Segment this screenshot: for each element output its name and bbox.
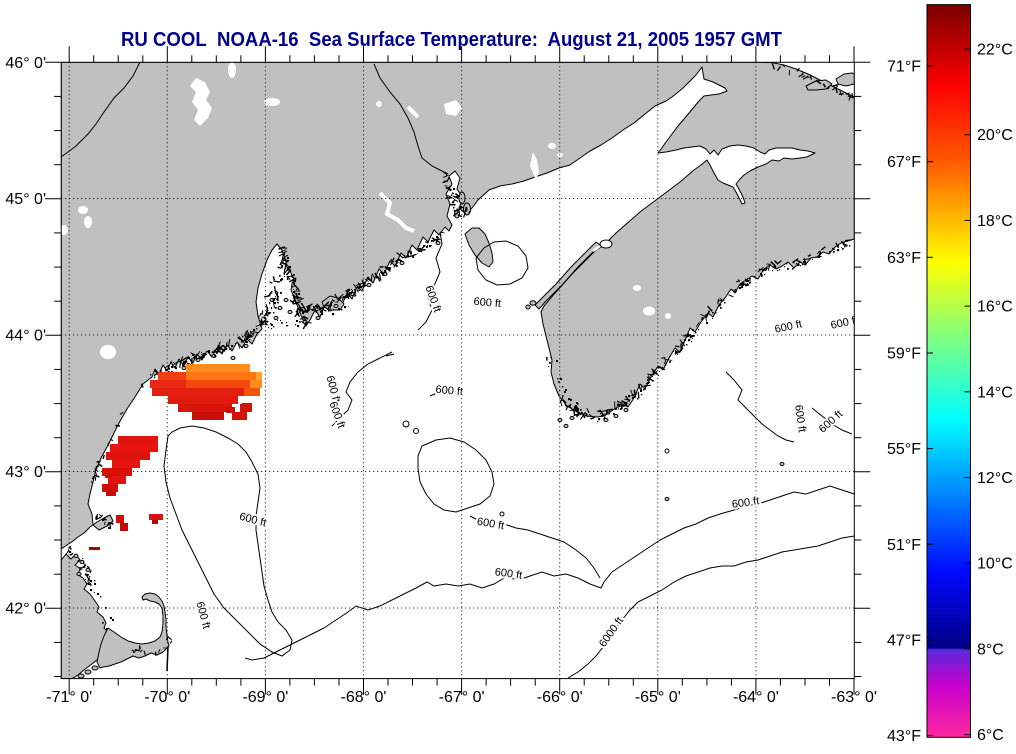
svg-text:43°F: 43°F <box>887 728 921 745</box>
svg-text:-69° 0': -69° 0' <box>242 689 288 706</box>
svg-text:18°C: 18°C <box>977 213 1013 230</box>
svg-text:8°C: 8°C <box>977 641 1004 658</box>
svg-text:-64° 0': -64° 0' <box>733 689 779 706</box>
svg-text:42° 0': 42° 0' <box>5 601 46 618</box>
svg-text:-65° 0': -65° 0' <box>635 689 681 706</box>
svg-text:-68° 0': -68° 0' <box>341 689 387 706</box>
svg-text:10°C: 10°C <box>977 556 1013 573</box>
svg-text:12°C: 12°C <box>977 470 1013 487</box>
svg-text:71°F: 71°F <box>887 59 921 76</box>
svg-text:45° 0': 45° 0' <box>5 191 46 208</box>
svg-text:55°F: 55°F <box>887 441 921 458</box>
svg-text:46° 0': 46° 0' <box>5 55 46 72</box>
svg-text:-67° 0': -67° 0' <box>439 689 485 706</box>
svg-text:63°F: 63°F <box>887 250 921 267</box>
svg-text:-63° 0': -63° 0' <box>831 689 877 706</box>
svg-text:22°C: 22°C <box>977 42 1013 59</box>
svg-text:14°C: 14°C <box>977 384 1013 401</box>
svg-text:-70° 0': -70° 0' <box>144 689 190 706</box>
svg-text:44° 0': 44° 0' <box>5 328 46 345</box>
svg-text:6°C: 6°C <box>977 727 1004 744</box>
svg-text:59°F: 59°F <box>887 346 921 363</box>
svg-text:67°F: 67°F <box>887 154 921 171</box>
svg-text:47°F: 47°F <box>887 632 921 649</box>
svg-text:-66° 0': -66° 0' <box>537 689 583 706</box>
svg-text:51°F: 51°F <box>887 537 921 554</box>
svg-text:600 ft: 600 ft <box>435 384 463 398</box>
svg-text:-71° 0': -71° 0' <box>46 689 92 706</box>
svg-text:600 ft: 600 ft <box>473 296 501 310</box>
svg-text:20°C: 20°C <box>977 127 1013 144</box>
svg-text:43° 0': 43° 0' <box>5 464 46 481</box>
svg-text:16°C: 16°C <box>977 299 1013 316</box>
svg-text:RU COOL NOAA-16 Sea Surface: RU COOL NOAA-16 Sea Surface Temperature:… <box>121 29 782 51</box>
